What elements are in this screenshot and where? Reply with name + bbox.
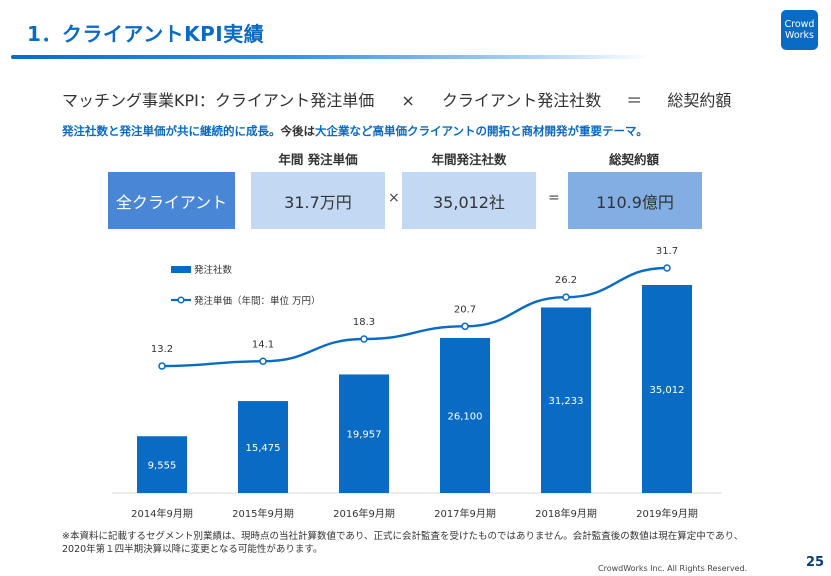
unit-price-value: 31.7万円 <box>251 172 385 229</box>
unit-price-point <box>360 335 368 343</box>
x-tick-label: 2015年9月期 <box>232 507 294 520</box>
bar-2016年9月期 <box>339 374 389 493</box>
bar-value-label: 31,233 <box>549 396 584 407</box>
bar-value-label: 35,012 <box>650 385 685 396</box>
formula-middle: クライアント発注社数 <box>441 91 602 110</box>
legend-line-label: 発注単価（年間：単位 万円） <box>194 295 321 307</box>
unit-price-label: 13.2 <box>151 344 173 355</box>
unit-price-label: 26.2 <box>555 275 577 286</box>
equals-operator: = <box>548 190 560 206</box>
bar-value-label: 9,555 <box>148 461 177 472</box>
chart-legend: 発注社数 発注単価（年間：単位 万円） <box>171 264 321 307</box>
crowdworks-logo: Crowd Works <box>781 10 818 50</box>
subtitle: 発注社数と発注単価が共に継続的に成長。今後は大企業など高単価クライアントの開拓と… <box>62 123 648 139</box>
x-tick-label: 2019年9月期 <box>636 507 698 520</box>
title-divider <box>11 55 651 59</box>
copyright: CrowdWorks Inc. All Rights Reserved. <box>598 564 748 573</box>
bar-value-label: 26,100 <box>448 411 483 422</box>
times-operator: × <box>388 190 400 206</box>
header-unit-price: 年間 発注単価 <box>278 152 358 167</box>
legend-bar-swatch <box>171 266 191 273</box>
page-number: 25 <box>806 555 825 570</box>
formula-prefix: マッチング事業KPI：クライアント発注単価 <box>62 91 375 110</box>
unit-price-point <box>663 264 671 272</box>
subtitle-highlight-1: 発注社数と発注単価が共に継続的に成長。 <box>62 124 281 138</box>
all-clients-label: 全クライアント <box>108 172 235 229</box>
page-title: 1．クライアントKPI実績 <box>27 22 265 46</box>
bar-2019年9月期 <box>642 285 692 493</box>
legend-bar-label: 発注社数 <box>194 264 233 276</box>
x-tick-label: 2018年9月期 <box>535 507 597 520</box>
footnote-line-2: 2020年第１四半期決算以降に変更となる可能性があります。 <box>62 544 323 555</box>
unit-price-label: 31.7 <box>656 246 678 257</box>
bar-2017年9月期 <box>440 337 490 493</box>
logo-line-1: Crowd <box>784 19 815 30</box>
footnote: ※本資料に記載するセグメント別業績は、現時点の当社計算数値であり、正式に会計監査… <box>62 530 743 556</box>
unit-price-label: 20.7 <box>454 304 476 315</box>
unit-price-point <box>259 357 267 366</box>
unit-price-label: 18.3 <box>353 317 375 328</box>
bar-2018年9月期 <box>541 307 591 493</box>
legend-line-marker <box>177 296 185 304</box>
x-tick-label: 2014年9月期 <box>131 507 193 520</box>
total-contract-value: 110.9億円 <box>568 172 702 229</box>
unit-price-point <box>158 362 166 370</box>
subtitle-highlight-2: 大企業など高単価クライアントの開拓と商材開発が重要テーマ。 <box>315 124 648 138</box>
bar-2015年9月期 <box>238 401 288 493</box>
unit-price-line <box>161 266 668 368</box>
bar-value-label: 19,957 <box>347 430 382 441</box>
bar-value-label: 15,475 <box>246 443 281 454</box>
formula-equals: ＝ <box>626 91 643 110</box>
x-tick-label: 2016年9月期 <box>333 507 395 520</box>
header-total-contract: 総契約額 <box>608 152 659 167</box>
header-client-count: 年間発注社数 <box>431 152 507 167</box>
footnote-line-1: ※本資料に記載するセグメント別業績は、現時点の当社計算数値であり、正式に会計監査… <box>62 531 744 542</box>
client-count-value: 35,012社 <box>402 172 536 229</box>
logo-line-2: Works <box>784 30 814 41</box>
unit-price-point <box>562 293 570 301</box>
unit-price-point <box>461 322 469 331</box>
bar-2014年9月期 <box>137 436 187 493</box>
formula-result: 総契約額 <box>667 91 732 110</box>
unit-price-label: 14.1 <box>252 339 274 350</box>
formula-times: × <box>401 91 415 110</box>
x-tick-label: 2017年9月期 <box>434 507 496 520</box>
kpi-formula: マッチング事業KPI：クライアント発注単価 × クライアント発注社数 ＝ 総契約… <box>62 87 731 111</box>
subtitle-plain: 今後は <box>280 124 316 138</box>
